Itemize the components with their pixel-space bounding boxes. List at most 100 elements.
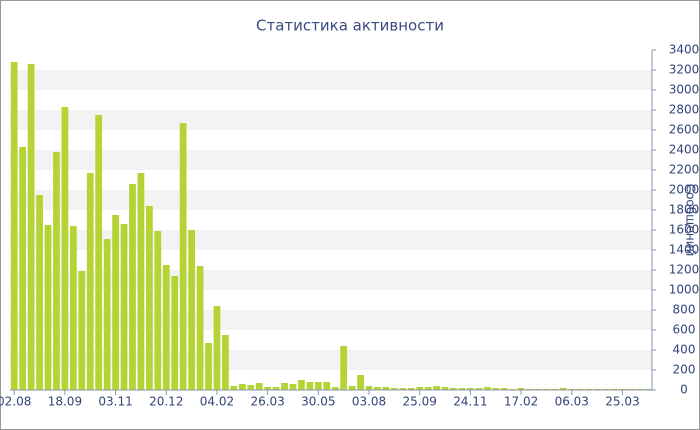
bar [483,387,491,390]
bar [357,375,364,390]
x-tick-label: 18.09 [48,395,82,409]
bar [27,64,35,390]
x-tick-label: 03.08 [352,395,386,409]
x-tick-label: 06.03 [555,395,589,409]
y-tick-label: 2800 [669,103,700,117]
bar [247,385,255,390]
bar [500,388,508,390]
bar [390,388,398,390]
bar [112,215,119,390]
bar [281,383,288,390]
bar [162,265,170,390]
y-tick-label: 3400 [669,43,700,57]
y-tick-label: 2200 [669,163,700,177]
bar [78,271,86,390]
bar [53,152,60,390]
bar [36,195,43,390]
x-tick-label: 26.03 [250,395,284,409]
bar [95,115,103,390]
bar [196,266,204,390]
bar [407,388,415,390]
bar [416,387,424,390]
bar [424,387,432,390]
bar [179,123,187,390]
grid-band [10,150,652,170]
y-axis-title: Сообщений [684,184,698,257]
bar [264,387,272,390]
bar [298,380,305,390]
grid-band [10,310,652,330]
bar [213,306,221,390]
y-tick-label: 0 [680,383,688,397]
y-tick-label: 400 [673,343,696,357]
x-tick-label: 02.08 [0,395,31,409]
y-tick-label: 1000 [669,283,700,297]
x-tick-label: 24.11 [453,395,487,409]
bar [230,386,238,390]
bar [399,388,407,390]
x-tick-label: 25.09 [403,395,437,409]
y-tick-label: 2000 [669,183,700,197]
bar [517,388,525,390]
bar [331,387,339,390]
y-tick-label: 200 [673,363,696,377]
bar [467,388,474,390]
bar [255,383,263,390]
bar [86,173,94,390]
grid-band [10,110,652,130]
bar [69,226,77,390]
x-tick-label: 25.03 [605,395,639,409]
bar [222,335,229,390]
bar [44,225,52,390]
bar [272,387,280,390]
grid-band [10,70,652,90]
bar [559,388,567,390]
x-tick-label: 30.05 [301,395,335,409]
bar [10,62,18,390]
y-tick-label: 2400 [669,143,700,157]
x-tick-label: 17.02 [504,395,538,409]
y-tick-label: 2600 [669,123,700,137]
bar [348,386,356,390]
bar [441,387,449,390]
bar [103,239,111,390]
bar [450,388,457,390]
chart-title: Статистика активности [256,17,444,35]
bar [382,387,390,390]
bar [129,184,136,390]
bar [238,384,246,390]
y-tick-label: 600 [673,323,696,337]
y-tick-label: 1200 [669,263,700,277]
bar [314,382,322,390]
x-tick-label: 03.11 [98,395,132,409]
bar [433,386,440,390]
bar [365,386,373,390]
y-tick-label: 1400 [669,243,700,257]
y-tick-label: 3000 [669,83,700,97]
bar [306,382,314,390]
y-tick-label: 1800 [669,203,700,217]
bar [19,147,27,390]
y-tick-label: 800 [673,303,696,317]
bar [154,231,162,390]
bar [205,343,212,390]
bar [61,107,69,390]
x-tick-label: 20.12 [149,395,183,409]
bar [137,173,145,390]
bar [323,382,331,390]
y-tick-label: 1600 [669,223,700,237]
grid-band [10,270,652,290]
grid-band [10,350,652,370]
bar [289,384,297,390]
grid-band [10,230,652,250]
grid-band [10,190,652,210]
x-tick-label: 04.02 [200,395,234,409]
bar [374,387,381,390]
bar [146,206,153,390]
bar [475,388,483,390]
y-tick-label: 3200 [669,63,700,77]
bar [120,224,128,390]
bar [188,230,195,390]
bar [171,276,179,390]
